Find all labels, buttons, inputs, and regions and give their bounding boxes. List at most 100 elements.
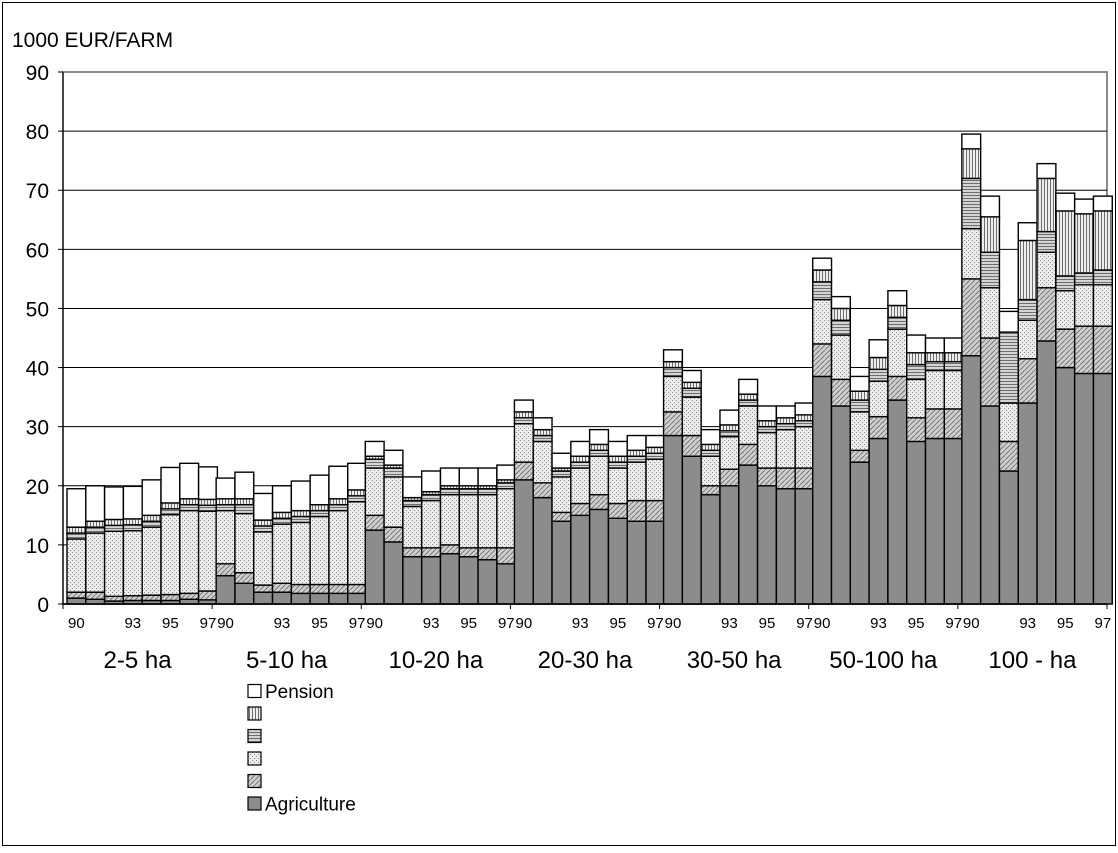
bar-segment (364, 514, 385, 531)
bar-segment (160, 502, 181, 510)
bar-segment (122, 595, 143, 602)
bar-segment (1092, 372, 1113, 605)
bar-segment (271, 517, 293, 525)
bar-segment (961, 278, 982, 357)
bar-segment (961, 177, 982, 230)
bar-segment (1017, 239, 1038, 301)
bar-segment (849, 461, 870, 605)
bar-segment (197, 498, 219, 506)
bar-segment (439, 488, 460, 496)
bar-segment (1036, 230, 1057, 253)
bar-segment (662, 375, 684, 413)
bar-segment (122, 524, 143, 532)
bar-segment (477, 488, 498, 496)
bar-segment (551, 476, 572, 514)
bar-segment (439, 493, 460, 546)
bar-segment (402, 547, 423, 558)
bar-segment (830, 334, 852, 381)
bar-segment (719, 468, 740, 487)
bar-segment (681, 369, 702, 384)
bar-segment (383, 449, 404, 466)
bar-segment (607, 461, 628, 469)
bar-segment (122, 530, 143, 597)
x-tick-label: 95 (162, 615, 179, 632)
bar-segment (887, 375, 908, 401)
x-tick-label: 95 (908, 615, 925, 632)
bar-segment (1092, 325, 1113, 375)
bar-segment (794, 420, 815, 428)
bar-segment (607, 455, 628, 463)
bar-segment (402, 556, 423, 605)
y-tick-label: 40 (26, 358, 49, 381)
bar-segment (309, 583, 330, 595)
bar-segment (513, 479, 534, 605)
bar-segment (588, 443, 610, 452)
bar-segment (179, 462, 200, 500)
x-tick-label: 93 (870, 615, 887, 632)
x-tick-label: 90 (814, 615, 831, 632)
bar-segment (85, 485, 106, 522)
bar-segment (924, 437, 946, 605)
bar-segment (719, 436, 740, 470)
bar-segment (626, 520, 647, 605)
bar-segment (738, 399, 759, 407)
bar-segment (700, 455, 721, 487)
bar-segment (719, 485, 740, 605)
bar-segment (364, 440, 385, 457)
bar-segment (347, 495, 368, 503)
bar-segment (1017, 298, 1038, 321)
bar-segment (1073, 272, 1095, 286)
bar-segment (1055, 290, 1076, 330)
bar-segment (532, 440, 553, 484)
bar-segment (830, 295, 852, 310)
bar-segment (551, 470, 572, 478)
bar-segment (607, 517, 628, 605)
bar-segment (830, 405, 852, 605)
bar-segment (402, 505, 423, 549)
bar-segment (290, 583, 311, 595)
bar-segment (1092, 269, 1113, 286)
bar-segment (626, 499, 647, 522)
bar-segment (532, 428, 553, 437)
bar-segment (645, 446, 666, 454)
bar-segment (662, 411, 684, 437)
bar-segment (887, 316, 908, 330)
bar-segment (756, 420, 778, 428)
bar-segment (1055, 210, 1076, 277)
bar-segment (328, 509, 349, 586)
bar-segment (271, 582, 293, 593)
bar-segment (756, 405, 778, 422)
bar-segment (570, 502, 591, 517)
bar-segment (496, 464, 517, 481)
bar-segment (868, 368, 889, 382)
bar-segment (719, 409, 740, 426)
bar-segment (738, 405, 759, 446)
bar-segment (830, 319, 852, 336)
bar-segment (1073, 198, 1095, 215)
bar-segment (179, 503, 200, 512)
bar-segment (681, 434, 702, 457)
bar-segment (681, 381, 702, 389)
bar-segment (160, 508, 181, 516)
bar-segment (979, 287, 1001, 339)
bar-segment (906, 352, 927, 366)
bar-segment (215, 574, 236, 605)
bar-segment (868, 380, 889, 418)
y-tick-label: 50 (26, 298, 49, 321)
bar-segment (979, 405, 1001, 605)
bar-segment (1055, 328, 1076, 369)
bar-segment (253, 519, 274, 527)
bar-segment (681, 387, 702, 398)
bar-segment (347, 462, 368, 491)
bar-segment (794, 402, 815, 416)
bar-segment (513, 417, 534, 425)
group-label: 2-5 ha (104, 647, 173, 674)
bar-segment (496, 547, 517, 565)
bar-segment (383, 467, 404, 478)
bar-segment (961, 355, 982, 605)
bar-segment (103, 486, 125, 521)
x-tick-label: 90 (217, 615, 234, 632)
bar-segment (812, 375, 833, 605)
bar-segment (979, 216, 1001, 253)
bar-segment (849, 390, 870, 401)
